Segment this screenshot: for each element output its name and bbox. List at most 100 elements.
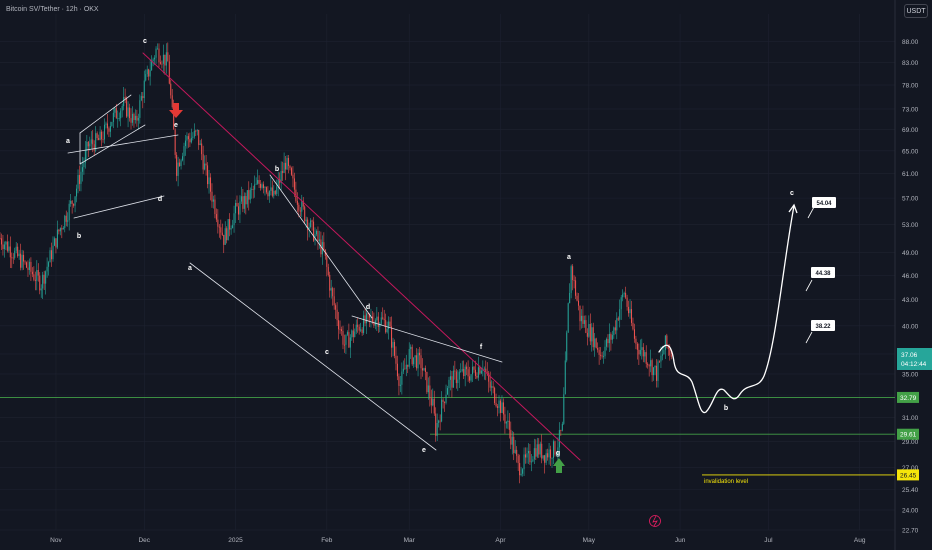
candle-body (513, 436, 515, 454)
candle-body (579, 305, 581, 322)
candle-body (12, 257, 14, 259)
candle-body (307, 219, 309, 231)
candle-body (146, 69, 148, 75)
candle-body (31, 271, 33, 275)
candle-body (70, 200, 72, 204)
candle-body (164, 54, 166, 66)
candle-body (639, 349, 641, 355)
candle-body (361, 329, 363, 333)
candle-body (386, 329, 388, 333)
candle-body (215, 214, 217, 220)
candle-body (352, 330, 354, 337)
candle-body (112, 112, 114, 123)
candle-body (173, 107, 175, 130)
pattern-line[interactable] (67, 134, 179, 154)
candle-body (557, 447, 559, 455)
candle-body (522, 469, 524, 474)
candle-body (115, 108, 117, 119)
candle-body (445, 394, 447, 403)
candle-body (176, 154, 178, 176)
wave-label: b (77, 233, 81, 240)
candle-body (399, 384, 401, 386)
candle-body (121, 106, 123, 111)
y-tick-label: 49.00 (902, 250, 919, 257)
candle-body (179, 162, 181, 166)
candle-body (5, 241, 7, 245)
candle-body (396, 363, 398, 377)
candle-body (289, 165, 291, 169)
pattern-line[interactable] (79, 124, 146, 165)
sell-arrow-icon (169, 103, 183, 118)
candle-body (196, 129, 198, 132)
candle-body (11, 257, 13, 259)
candle-body (392, 341, 394, 348)
pattern-line[interactable] (79, 94, 132, 134)
candle-body (405, 364, 407, 369)
candle-body (358, 326, 360, 331)
candle-body (330, 288, 332, 291)
candle-body (55, 238, 57, 248)
candle-body (187, 136, 189, 140)
target-label-1: 54.04 (816, 201, 832, 207)
candle-body (177, 162, 179, 176)
x-tick-label: Mar (404, 537, 416, 544)
candle-body (601, 355, 603, 357)
candle-body (170, 83, 172, 96)
candle-body (18, 253, 20, 257)
wave-label: b (275, 166, 279, 173)
candle-body (424, 368, 426, 372)
candle-body (343, 344, 345, 346)
candle-body (326, 255, 328, 267)
candle-body (28, 261, 30, 270)
lightning-icon[interactable] (649, 515, 661, 527)
candle-body (202, 154, 204, 170)
candle-body (327, 266, 329, 275)
wave-label: e (174, 122, 178, 129)
candle-body (367, 313, 369, 315)
candle-body (532, 459, 534, 462)
price-level-label: 32.79 (900, 395, 917, 402)
candle-body (383, 318, 385, 321)
candle-body (653, 367, 655, 376)
candle-body (84, 150, 86, 163)
candle-body (628, 306, 630, 314)
y-tick-label: 73.00 (902, 106, 919, 113)
candle-body (438, 420, 440, 423)
candle-body (636, 343, 638, 350)
candle-body (285, 162, 287, 170)
channel-line[interactable] (269, 174, 373, 319)
candle-body (667, 345, 669, 349)
candle-body (348, 332, 350, 348)
x-tick-label: May (583, 537, 596, 544)
wave-label: d (158, 196, 162, 203)
channel-line[interactable] (351, 315, 503, 363)
candle-body (630, 309, 633, 323)
candle-body (510, 429, 512, 445)
candle-body (209, 177, 212, 192)
candle-body (486, 372, 488, 374)
candle-body (76, 188, 78, 197)
downtrend-line[interactable] (142, 52, 581, 461)
channel-line[interactable] (189, 262, 437, 451)
wave-label: a (188, 265, 192, 272)
candle-body (442, 399, 444, 402)
buy-arrow-icon (553, 458, 565, 473)
candle-body (426, 371, 428, 393)
candle-body (305, 219, 307, 222)
candle-body (221, 232, 223, 235)
candle-body (3, 244, 5, 250)
candle-body (641, 347, 643, 350)
price-level-label: 26.45 (900, 472, 917, 479)
pattern-line[interactable] (73, 195, 165, 219)
candle-body (131, 113, 133, 123)
candle-body (507, 420, 509, 423)
currency-button[interactable]: USDT (904, 4, 928, 18)
candle-body (451, 376, 453, 388)
candle-body (211, 191, 213, 202)
channel-line[interactable] (324, 331, 345, 336)
candle-body (638, 349, 640, 355)
projection-path[interactable] (658, 205, 795, 414)
y-tick-label: 69.00 (902, 127, 919, 134)
